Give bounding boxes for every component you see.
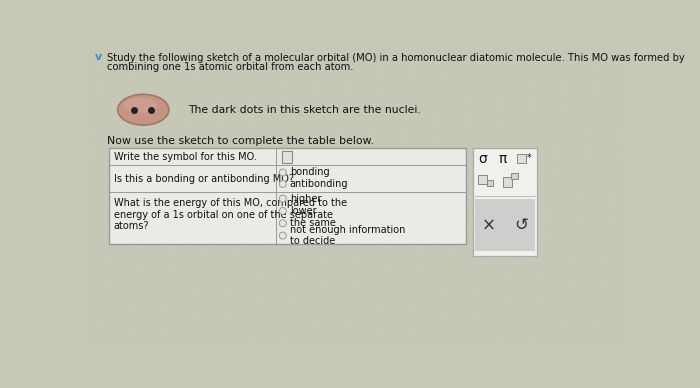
Text: antibonding: antibonding [290, 179, 349, 189]
Text: What is the energy of this MO, compared to the
energy of a 1s orbital on one of : What is the energy of this MO, compared … [114, 198, 347, 232]
FancyBboxPatch shape [282, 151, 292, 163]
FancyBboxPatch shape [473, 148, 537, 256]
Text: The dark dots in this sketch are the nuclei.: The dark dots in this sketch are the nuc… [188, 105, 421, 115]
Circle shape [279, 220, 286, 227]
Circle shape [279, 195, 286, 202]
Text: combining one 1s atomic orbital from each atom.: combining one 1s atomic orbital from eac… [107, 62, 354, 72]
Text: bonding: bonding [290, 168, 330, 177]
Circle shape [279, 169, 286, 176]
Text: Study the following sketch of a molecular orbital (MO) in a homonuclear diatomic: Study the following sketch of a molecula… [107, 53, 685, 63]
Text: Now use the sketch to complete the table below.: Now use the sketch to complete the table… [107, 136, 374, 146]
Circle shape [279, 208, 286, 215]
FancyBboxPatch shape [475, 199, 536, 251]
FancyBboxPatch shape [486, 180, 493, 186]
FancyBboxPatch shape [517, 154, 526, 163]
Ellipse shape [118, 94, 169, 125]
FancyBboxPatch shape [503, 177, 512, 187]
Text: Write the symbol for this MO.: Write the symbol for this MO. [114, 152, 257, 162]
Ellipse shape [123, 97, 158, 113]
Circle shape [279, 232, 286, 239]
Text: higher: higher [290, 194, 321, 204]
Text: Is this a bonding or antibonding MO?: Is this a bonding or antibonding MO? [114, 173, 294, 184]
Text: σ: σ [478, 152, 487, 166]
Text: π: π [498, 152, 507, 166]
Circle shape [279, 180, 286, 187]
Text: ×: × [482, 216, 496, 234]
Text: the same: the same [290, 218, 336, 228]
Text: *: * [527, 153, 532, 163]
Text: lower: lower [290, 206, 316, 216]
Text: ↺: ↺ [514, 216, 528, 234]
FancyBboxPatch shape [109, 148, 466, 244]
Text: v: v [94, 52, 102, 62]
FancyBboxPatch shape [512, 173, 517, 179]
Text: not enough information
to decide: not enough information to decide [290, 225, 405, 246]
FancyBboxPatch shape [478, 175, 487, 184]
